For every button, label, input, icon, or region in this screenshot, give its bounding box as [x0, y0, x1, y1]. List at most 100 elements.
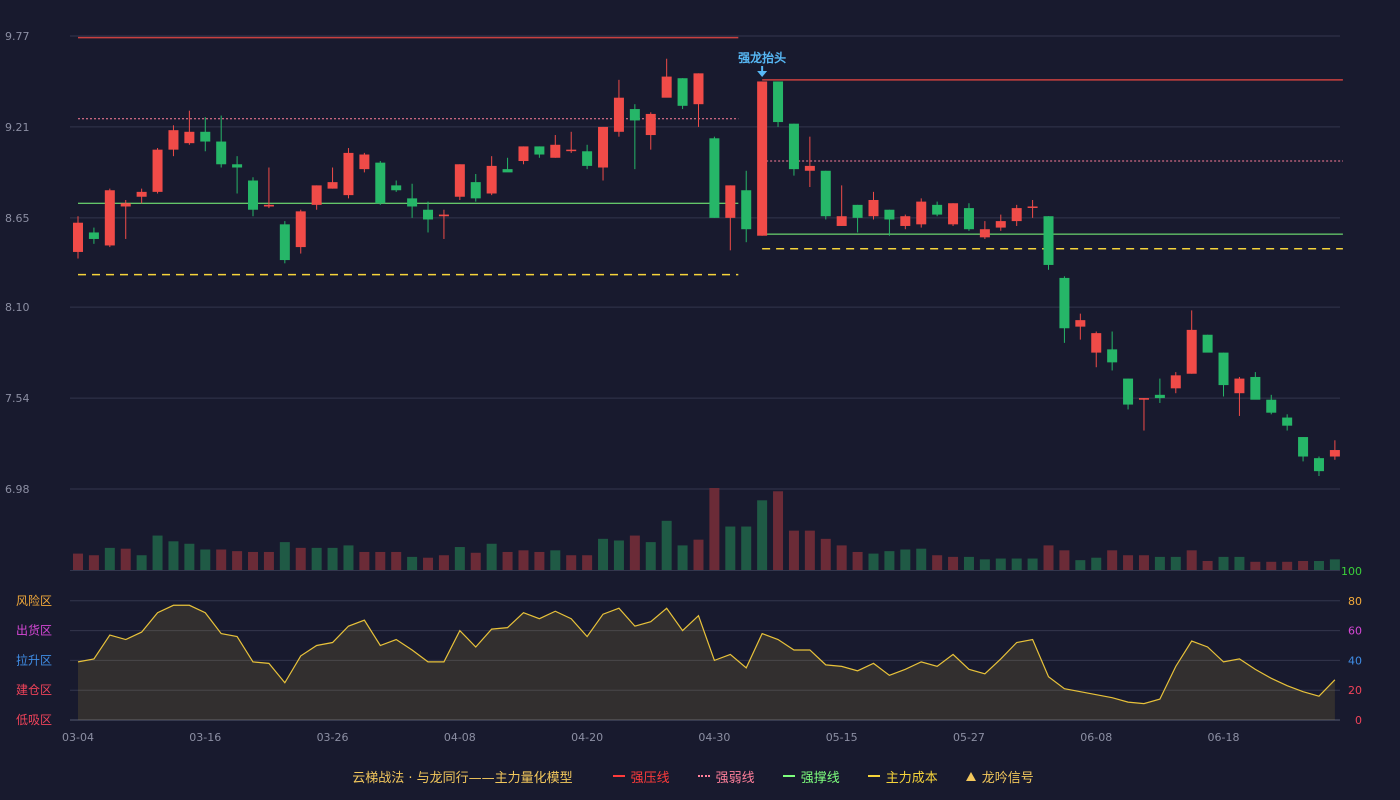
candle-body	[932, 204, 943, 215]
volume-bar	[582, 555, 593, 570]
volume-bar	[932, 555, 943, 570]
candle-body	[232, 164, 243, 168]
volume-bar	[1075, 560, 1086, 570]
candle-body	[391, 185, 402, 191]
candle-body	[995, 221, 1006, 228]
date-tick-label: 06-08	[1080, 731, 1112, 744]
volume-bar	[359, 551, 370, 570]
volume-bar	[104, 547, 115, 570]
candle-body	[216, 141, 227, 165]
volume-bar	[1154, 556, 1165, 570]
candle-body	[773, 81, 784, 123]
volume-bar	[613, 540, 624, 570]
volume-bar	[773, 491, 784, 570]
candle-body	[979, 229, 990, 238]
volume-bar	[820, 538, 831, 570]
volume-bar	[598, 538, 609, 570]
candle-body	[263, 204, 274, 207]
volume-bar	[1059, 550, 1070, 570]
candle-body	[88, 232, 99, 239]
legend-weak-line[interactable]: 强弱线	[697, 767, 755, 786]
volume-bar	[963, 556, 974, 570]
volume-bar	[263, 551, 274, 570]
legend-strong-pressure-label: 强压线	[630, 770, 670, 786]
volume-bar	[502, 551, 513, 570]
volume-bar	[1186, 550, 1197, 570]
zone-label: 风险区	[16, 593, 52, 608]
candle-body	[661, 76, 672, 98]
candle-body	[423, 209, 434, 220]
indicator-tick-label: 60	[1348, 625, 1362, 638]
candle-body	[184, 131, 195, 144]
candle-body	[1138, 398, 1149, 400]
volume-bar	[693, 539, 704, 570]
indicator-tick-label: 20	[1348, 684, 1362, 697]
legend-dragon-signal[interactable]: 龙吟信号	[965, 767, 1034, 786]
volume-bar	[423, 557, 434, 570]
candle-body	[677, 78, 688, 106]
volume-bar	[1107, 550, 1118, 570]
volume-bar	[1298, 560, 1309, 570]
zone-label: 建仓区	[16, 683, 52, 697]
volume-bar	[279, 542, 290, 570]
volume-bar	[550, 550, 561, 570]
date-tick-label: 04-08	[444, 731, 476, 744]
candle-body	[73, 222, 83, 252]
volume-bar	[407, 556, 418, 570]
legend-strong-pressure[interactable]: 强压线	[612, 767, 670, 786]
candle-body	[1250, 376, 1261, 400]
volume-bar	[1266, 561, 1277, 570]
volume-bar	[1250, 561, 1261, 570]
candle-body	[136, 191, 147, 197]
volume-bar	[709, 488, 720, 570]
candle-body	[534, 146, 545, 155]
candle-body	[598, 126, 609, 168]
candle-body	[836, 216, 847, 226]
volume-bar	[232, 551, 243, 570]
candle-body	[566, 149, 577, 152]
volume-bar	[1218, 556, 1229, 570]
legend-brand: 云梯战法 · 与龙同行——主力量化模型	[352, 770, 573, 786]
candle-body	[1329, 450, 1340, 457]
volume-bar	[327, 547, 338, 570]
volume-bar	[88, 555, 99, 570]
candle-body	[852, 204, 863, 218]
legend-support-line[interactable]: 强撑线	[782, 767, 840, 786]
volume-bar	[900, 549, 911, 570]
indicator-tick-label: 0	[1355, 714, 1362, 727]
candle-body	[518, 146, 529, 162]
indicator-tick-label: 100	[1341, 565, 1362, 578]
volume-bar	[1091, 557, 1102, 570]
candle-body	[1202, 334, 1213, 353]
candle-body	[1123, 378, 1134, 405]
price-tick-label: 8.10	[5, 301, 30, 314]
legend-main-cost-label: 主力成本	[885, 770, 938, 786]
date-axis: 03-04 03-16 03-26 04-08 04-20 04-30 05-15 05-27…	[62, 731, 1239, 744]
volume-bar	[804, 530, 815, 570]
candle-body	[709, 138, 720, 218]
date-tick-label: 06-18	[1208, 731, 1240, 744]
candle-body	[486, 165, 497, 194]
price-tick-label: 7.54	[5, 392, 30, 405]
volume-bar	[1011, 558, 1022, 570]
legend-main-cost[interactable]: 主力成本	[867, 767, 938, 786]
candle-body	[868, 199, 879, 217]
price-tick-label: 9.21	[5, 121, 30, 134]
candle-body	[948, 203, 959, 225]
volume-bar	[948, 556, 959, 570]
legend-weak-line-label: 强弱线	[715, 770, 755, 786]
price-tick-label: 8.65	[5, 212, 30, 225]
candle-body	[820, 170, 831, 217]
candle-body	[757, 81, 768, 236]
volume-bar	[73, 553, 83, 570]
indicator-area	[78, 605, 1335, 720]
price-axis: 9.77 9.21 8.65 8.10 7.54 6.98	[5, 30, 30, 496]
volume-bar	[979, 559, 990, 570]
indicator-line	[77, 604, 1336, 705]
volume-bar	[311, 547, 322, 570]
candle-body	[295, 211, 306, 248]
candle-body	[343, 152, 354, 196]
candle-body	[1298, 437, 1309, 457]
candle-body	[1170, 375, 1181, 389]
